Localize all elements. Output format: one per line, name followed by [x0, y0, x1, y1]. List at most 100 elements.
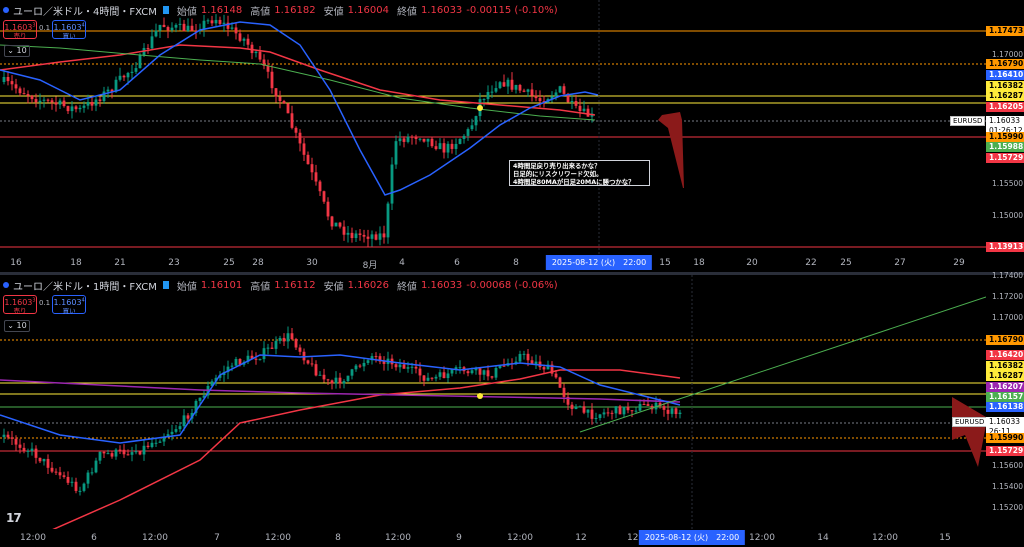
sell-price: 1.16033 [4, 297, 36, 307]
open-value: 1.16101 [200, 279, 243, 291]
candle-body [426, 138, 430, 142]
time-tick: 12:00 [20, 533, 46, 543]
price-axis-1h[interactable]: 1.16033 26:11 1.17400 1.17200 1.17000 1.156… [986, 271, 1024, 547]
marker-dot [477, 105, 483, 111]
candles [2, 326, 682, 496]
tradingview-logo-icon[interactable]: 17 [6, 511, 22, 525]
candle-body [582, 108, 586, 112]
time-tick: 6 [91, 533, 97, 543]
candle-body [610, 412, 614, 414]
candle-body [358, 365, 362, 367]
price-level-label: 1.15729 [986, 446, 1024, 456]
candle-body [78, 490, 82, 492]
candle-body [394, 141, 398, 165]
candle-body [426, 377, 430, 381]
chart-note[interactable]: 4時間足戻り売り出来るかな？ 日足的にリスクリワード欠如。 4時間足80MAが日… [509, 160, 650, 186]
candle-body [214, 19, 218, 24]
price-level-label: 1.13913 [986, 242, 1024, 252]
time-tick: 8 [335, 533, 341, 543]
candle-body [478, 368, 482, 375]
candle-body [562, 387, 566, 397]
candle-body [354, 365, 358, 370]
candle-body [462, 135, 466, 139]
candle-body [10, 437, 14, 439]
note-line-3: 4時間足80MAが日足20MAに勝つかな？ [513, 178, 635, 186]
candle-body [330, 216, 334, 227]
candle-body [550, 96, 554, 100]
high-value: 1.16182 [274, 4, 316, 16]
time-tick: 12:00 [265, 533, 291, 543]
candle-body [374, 356, 378, 358]
time-axis-4h[interactable]: 161821232528308月46811151820222527292025-… [0, 254, 986, 272]
candle-body [22, 93, 26, 95]
candle-body [538, 98, 542, 102]
candle-body [286, 333, 290, 342]
candle-body [454, 143, 458, 149]
quantity-input[interactable]: ⌄ 10 [4, 320, 30, 332]
candles [2, 14, 594, 247]
candle-body [194, 400, 198, 413]
price-tick: 1.17000 [992, 50, 1024, 59]
candle-body [118, 75, 122, 80]
time-tick: 21 [114, 258, 126, 268]
sell-button[interactable]: 1.16033 売り [3, 295, 37, 315]
candle-body [74, 481, 78, 491]
candle-body [454, 367, 458, 370]
ma-purple-line [0, 379, 681, 403]
candle-body [574, 101, 578, 106]
crosshair-time-label: 2025-08-12 (火) 22:00 [638, 530, 746, 545]
candle-body [366, 236, 370, 239]
candle-body [666, 409, 670, 414]
candle-body [54, 471, 58, 473]
candle-body [186, 25, 190, 32]
candle-body [562, 86, 566, 94]
candle-body [222, 22, 226, 24]
price-axis-4h[interactable]: 1.16033 01:26:12 1.17000 1.15500 1.15000 1.… [986, 0, 1024, 272]
candle-body [42, 458, 46, 462]
candle-body [446, 373, 450, 379]
price-plot-4h[interactable] [0, 0, 986, 254]
flag-icon[interactable] [162, 6, 169, 14]
candle-body [90, 101, 94, 106]
arrow-down-annotation [952, 397, 986, 467]
candle-body [322, 191, 326, 202]
chart-pane-1h[interactable]: ユーロ／米ドル・1時間・FXCM 始値 1.16101 高値 1.16112 安… [0, 271, 1024, 547]
candle-body [158, 441, 162, 443]
pane-divider[interactable] [0, 272, 1024, 275]
flag-icon[interactable] [162, 281, 169, 289]
candle-body [178, 426, 182, 430]
sell-button[interactable]: 1.16033 売り [3, 20, 37, 40]
buy-button[interactable]: 1.16034 買い [52, 295, 87, 315]
candle-body [98, 451, 102, 461]
current-price-box: 1.16033 01:26:12 [986, 116, 1024, 136]
quantity-input[interactable]: ⌄ 10 [4, 45, 30, 57]
high-label: 高値 [250, 281, 271, 293]
price-level-label: 1.15990 [986, 433, 1024, 443]
chart-title[interactable]: ユーロ／米ドル・4時間・FXCM [13, 6, 157, 18]
price-plot-1h[interactable] [0, 275, 986, 529]
ma-blue-line [0, 21, 599, 196]
buy-button[interactable]: 1.16034 買い [52, 20, 87, 40]
candle-body [102, 451, 106, 454]
chart-title[interactable]: ユーロ／米ドル・1時間・FXCM [13, 281, 157, 293]
candle-body [86, 472, 90, 484]
candle-body [218, 375, 222, 378]
chart-pane-4h[interactable]: ユーロ／米ドル・4時間・FXCM 始値 1.16148 高値 1.16182 安… [0, 0, 1024, 272]
candle-body [242, 38, 246, 41]
candle-body [238, 358, 242, 365]
time-axis-1h[interactable]: 12:00 6 12:00 7 12:00 8 12:00 9 12:00 12 12:00 12:0… [0, 529, 986, 547]
time-tick: 15 [659, 258, 671, 268]
candle-body [130, 452, 134, 455]
candle-body [286, 103, 290, 114]
candle-body [430, 377, 434, 379]
candle-body [26, 450, 30, 452]
candle-body [138, 451, 142, 455]
candle-body [482, 99, 486, 101]
candle-body [430, 138, 434, 147]
time-tick: 15 [939, 533, 951, 543]
candle-body [422, 375, 426, 381]
candle-body [18, 88, 22, 94]
low-value: 1.16026 [347, 279, 389, 291]
candle-body [570, 101, 574, 103]
bar-countdown: 01:26:12 [989, 126, 1023, 135]
